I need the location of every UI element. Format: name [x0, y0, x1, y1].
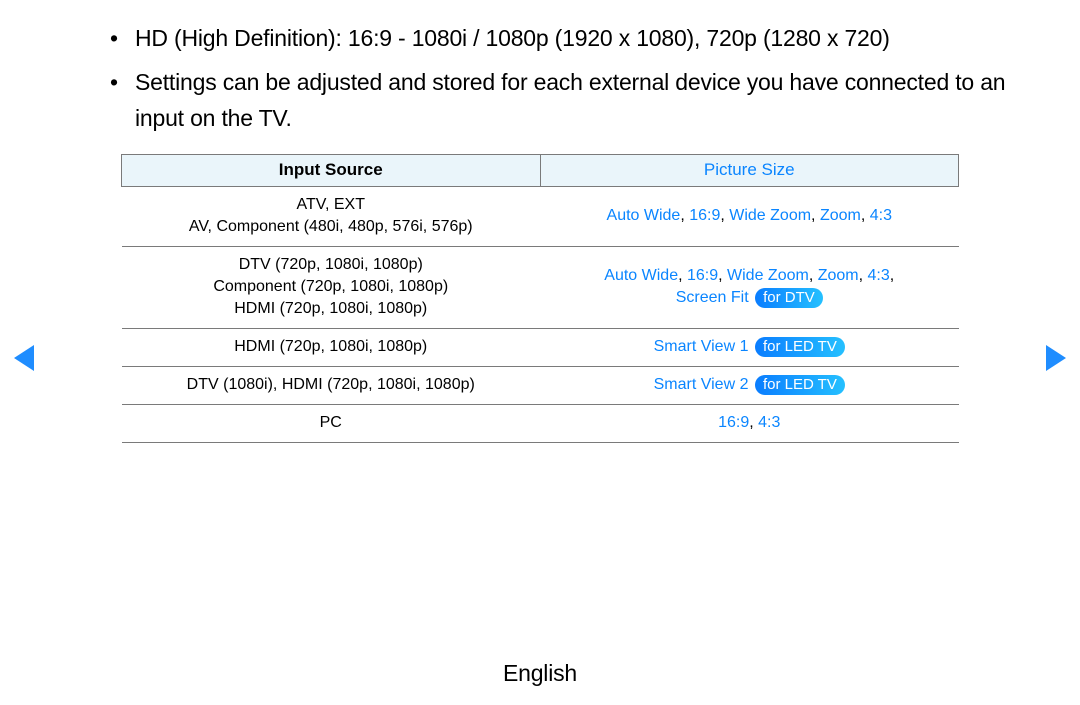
- badge-pill: for DTV: [755, 288, 823, 308]
- picture-size-option: Smart View 1: [654, 338, 749, 355]
- table-header-row: Input Source Picture Size: [122, 155, 959, 187]
- picture-size-option: Auto Wide: [604, 267, 678, 284]
- separator: ,: [811, 207, 820, 224]
- table-body: ATV, EXTAV, Component (480i, 480p, 576i,…: [122, 187, 959, 443]
- picture-size-option: Zoom: [820, 207, 861, 224]
- picture-size-table: Input Source Picture Size ATV, EXTAV, Co…: [121, 154, 959, 443]
- cell-picture-size: Smart View 1 for LED TV: [540, 329, 959, 367]
- cell-picture-size: 16:9, 4:3: [540, 405, 959, 443]
- picture-size-option: 4:3: [758, 414, 780, 431]
- page-content: HD (High Definition): 16:9 - 1080i / 108…: [0, 0, 1080, 443]
- cell-picture-size: Auto Wide, 16:9, Wide Zoom, Zoom, 4:3, S…: [540, 247, 959, 329]
- table-row: HDMI (720p, 1080i, 1080p)Smart View 1 fo…: [122, 329, 959, 367]
- source-line: HDMI (720p, 1080i, 1080p): [128, 298, 535, 320]
- table-row: ATV, EXTAV, Component (480i, 480p, 576i,…: [122, 187, 959, 247]
- source-line: DTV (1080i), HDMI (720p, 1080i, 1080p): [128, 374, 535, 396]
- separator: ,: [890, 267, 894, 284]
- separator: ,: [718, 267, 727, 284]
- separator: ,: [749, 414, 758, 431]
- source-line: AV, Component (480i, 480p, 576i, 576p): [128, 216, 535, 238]
- separator: ,: [720, 207, 729, 224]
- badge-pill: for LED TV: [755, 375, 845, 395]
- picture-size-option: Auto Wide: [607, 207, 681, 224]
- separator: ,: [861, 207, 870, 224]
- table-row: DTV (720p, 1080i, 1080p)Component (720p,…: [122, 247, 959, 329]
- footer-language: English: [0, 660, 1080, 687]
- separator: ,: [809, 267, 818, 284]
- source-line: PC: [128, 412, 535, 434]
- table-row: DTV (1080i), HDMI (720p, 1080i, 1080p)Sm…: [122, 367, 959, 405]
- separator: [748, 376, 752, 393]
- bullet-item: HD (High Definition): 16:9 - 1080i / 108…: [70, 20, 1010, 56]
- source-line: ATV, EXT: [128, 194, 535, 216]
- table-row: PC16:9, 4:3: [122, 405, 959, 443]
- cell-input-source: PC: [122, 405, 541, 443]
- cell-input-source: DTV (720p, 1080i, 1080p)Component (720p,…: [122, 247, 541, 329]
- next-page-arrow[interactable]: [1046, 345, 1066, 371]
- cell-input-source: HDMI (720p, 1080i, 1080p): [122, 329, 541, 367]
- separator: [748, 338, 752, 355]
- picture-size-option: Wide Zoom: [727, 267, 809, 284]
- picture-size-option: 16:9: [718, 414, 749, 431]
- picture-size-option: Zoom: [818, 267, 859, 284]
- separator: ,: [680, 207, 689, 224]
- cell-picture-size: Auto Wide, 16:9, Wide Zoom, Zoom, 4:3: [540, 187, 959, 247]
- badge-pill: for LED TV: [755, 337, 845, 357]
- picture-size-option: 16:9: [689, 207, 720, 224]
- cell-input-source: ATV, EXTAV, Component (480i, 480p, 576i,…: [122, 187, 541, 247]
- picture-size-option: 4:3: [868, 267, 890, 284]
- cell-picture-size: Smart View 2 for LED TV: [540, 367, 959, 405]
- picture-size-option: Screen Fit: [676, 289, 749, 306]
- bullet-item: Settings can be adjusted and stored for …: [70, 64, 1010, 136]
- header-picture-size: Picture Size: [540, 155, 959, 187]
- source-line: Component (720p, 1080i, 1080p): [128, 276, 535, 298]
- source-line: HDMI (720p, 1080i, 1080p): [128, 336, 535, 358]
- prev-page-arrow[interactable]: [14, 345, 34, 371]
- picture-size-option: 16:9: [687, 267, 718, 284]
- picture-size-option: Wide Zoom: [729, 207, 811, 224]
- separator: ,: [678, 267, 687, 284]
- bullet-list: HD (High Definition): 16:9 - 1080i / 108…: [70, 20, 1010, 136]
- separator: ,: [859, 267, 868, 284]
- source-line: DTV (720p, 1080i, 1080p): [128, 254, 535, 276]
- separator: [749, 289, 753, 306]
- picture-size-table-wrap: Input Source Picture Size ATV, EXTAV, Co…: [121, 154, 959, 443]
- cell-input-source: DTV (1080i), HDMI (720p, 1080i, 1080p): [122, 367, 541, 405]
- picture-size-option: Smart View 2: [654, 376, 749, 393]
- header-input-source: Input Source: [122, 155, 541, 187]
- picture-size-option: 4:3: [870, 207, 892, 224]
